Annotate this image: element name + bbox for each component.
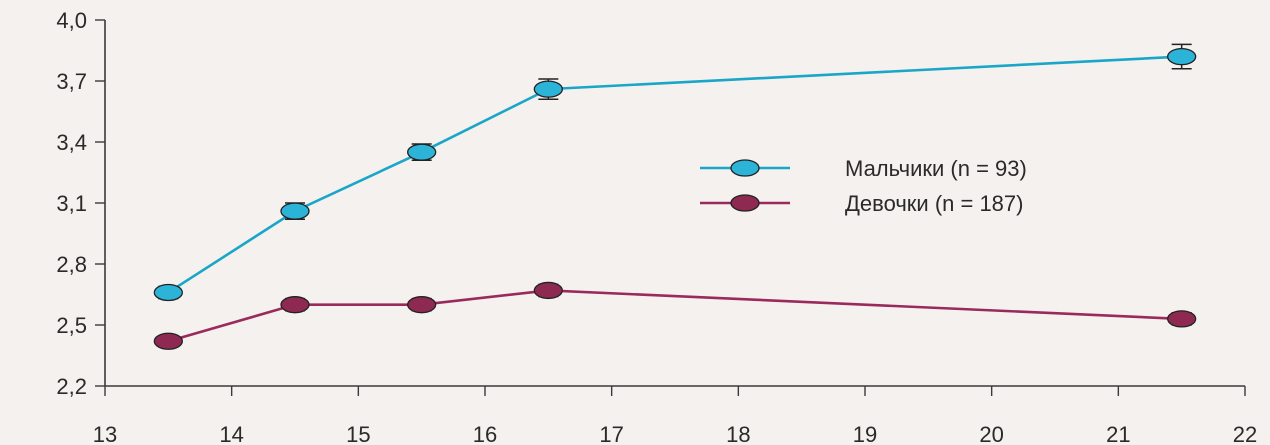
series-line (167, 289, 1182, 343)
legend: Мальчики (n = 93) Девочки (n = 187) (700, 156, 1027, 216)
y-tick-label: 3,7 (56, 69, 87, 94)
series-line (167, 55, 1182, 294)
data-point (280, 202, 310, 220)
legend-item-2: Девочки (n = 187) (700, 191, 1023, 216)
y-tick-label: 2,8 (56, 252, 87, 277)
y-tick-label: 4,0 (56, 8, 87, 33)
x-tick-label: 21 (1106, 422, 1130, 445)
x-tick-label: 14 (219, 422, 243, 445)
legend-label: Девочки (n = 187) (845, 191, 1023, 216)
data-point (533, 80, 563, 98)
x-tick-label: 13 (93, 422, 117, 445)
legend-marker (730, 194, 760, 212)
series-1 (153, 43, 1197, 302)
x-tick-label: 19 (853, 422, 877, 445)
y-tick-label: 3,4 (56, 130, 87, 155)
data-point (280, 296, 310, 314)
axes: 2,2 2,5 2,8 3,1 3,4 3,7 4,0 13 14 15 16 17 18 19 20 21 2… (56, 8, 1257, 445)
x-tick-label: 22 (1233, 422, 1257, 445)
data-point (407, 143, 437, 161)
x-tick-label: 17 (599, 422, 623, 445)
x-tick-label: 15 (346, 422, 370, 445)
legend-item-1: Мальчики (n = 93) (700, 156, 1027, 181)
legend-label: Мальчики (n = 93) (845, 156, 1027, 181)
data-point (1167, 47, 1197, 66)
x-tick-label: 20 (979, 422, 1003, 445)
y-tick-label: 2,5 (56, 313, 87, 338)
legend-marker (730, 159, 760, 177)
y-tick-label: 3,1 (56, 191, 87, 216)
data-point (153, 332, 183, 350)
y-tick-label: 2,2 (56, 374, 87, 399)
x-tick-label: 18 (726, 422, 750, 445)
series-layer (153, 43, 1197, 350)
series-2 (153, 281, 1197, 350)
x-tick-label: 16 (473, 422, 497, 445)
data-point (153, 283, 183, 302)
data-point (407, 296, 437, 314)
data-point (1167, 310, 1197, 328)
data-point (533, 281, 563, 300)
